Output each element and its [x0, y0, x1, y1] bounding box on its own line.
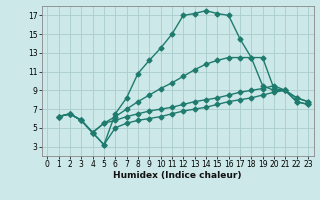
X-axis label: Humidex (Indice chaleur): Humidex (Indice chaleur): [113, 171, 242, 180]
